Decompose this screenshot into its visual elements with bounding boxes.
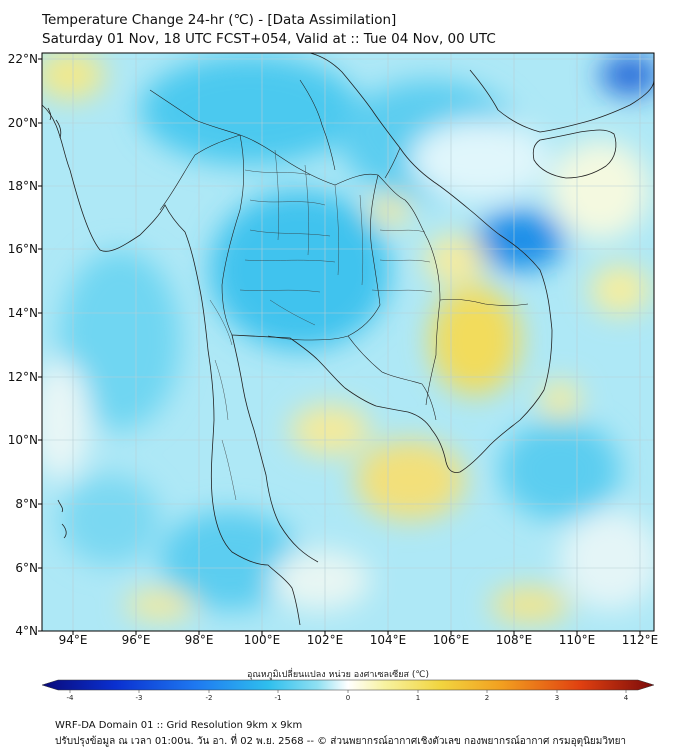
colorbar-title: อุณหภูมิเปลี่ยนแปลง หน่วย องศาเซลเซียส (… [246, 670, 430, 680]
lon-label: 98°E [184, 633, 214, 647]
lat-label: 18°N [7, 179, 38, 193]
lon-label: 96°E [121, 633, 151, 647]
colorbar-tick-label: -2 [205, 694, 213, 702]
colorbar-tick-label: 4 [623, 694, 629, 702]
lat-label: 22°N [7, 52, 38, 66]
national-borders [149, 79, 529, 421]
lon-label: 100°E [243, 633, 281, 647]
colorbar-tick-label: -1 [274, 694, 282, 702]
lat-label: 16°N [7, 242, 38, 256]
lat-label: 12°N [7, 370, 38, 384]
colorbar-tick-label: 2 [484, 694, 490, 702]
lon-label: 112°E [621, 633, 659, 647]
lon-label: 110°E [558, 633, 596, 647]
lat-label: 4°N [15, 624, 38, 638]
chart-subtitle: Saturday 01 Nov, 18 UTC FCST+054, Valid … [42, 31, 496, 47]
lon-label: 108°E [495, 633, 533, 647]
lat-label: 10°N [7, 433, 38, 447]
colorbar [41, 679, 655, 691]
colorbar-tick-label: 1 [415, 694, 421, 702]
lon-label: 106°E [432, 633, 470, 647]
chart-title: Temperature Change 24-hr (℃) - [Data Ass… [42, 12, 397, 28]
credit-line: ปรับปรุงข้อมูล ณ เวลา 01:00น. วัน อา. ที… [55, 736, 627, 747]
colorbar-tick-label: -4 [66, 694, 74, 702]
province-borders [209, 149, 433, 501]
colorbar-tick-label: 3 [554, 694, 560, 702]
lon-label: 102°E [306, 633, 344, 647]
lat-label: 6°N [15, 561, 38, 575]
temperature-field [42, 53, 654, 631]
model-info: WRF-DA Domain 01 :: Grid Resolution 9km … [55, 720, 303, 731]
coastlines [42, 53, 654, 626]
lat-label: 8°N [15, 497, 38, 511]
colorbar-tick-label: -3 [135, 694, 143, 702]
lat-label: 20°N [7, 116, 38, 130]
lon-label: 104°E [369, 633, 407, 647]
map-frame [41, 52, 655, 632]
colorbar-ticks [69, 690, 627, 693]
lon-label: 94°E [58, 633, 88, 647]
graticule [42, 53, 654, 631]
colorbar-tick-label: 0 [345, 694, 351, 702]
lat-label: 14°N [7, 306, 38, 320]
axis-ticks [38, 58, 641, 635]
